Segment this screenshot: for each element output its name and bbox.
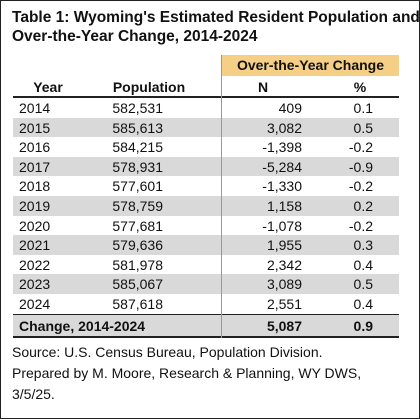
table-cell: 0.5 xyxy=(353,119,373,136)
table-cell: 2015 xyxy=(19,119,51,136)
table-cell: 577,601 xyxy=(112,178,163,195)
group-header: Over-the-Year Change xyxy=(236,57,385,73)
row-bg xyxy=(13,156,399,177)
table-cell: -0.2 xyxy=(348,139,373,156)
table-cell: 2023 xyxy=(19,276,51,293)
table-cell: 2017 xyxy=(19,158,51,175)
table-cell: 582,531 xyxy=(112,100,163,116)
table-cell: 0.4 xyxy=(353,256,373,273)
table-cell: 2016 xyxy=(19,139,51,156)
table-cell: 578,759 xyxy=(112,198,163,214)
table-cell: 0.3 xyxy=(353,237,373,254)
table-cell: -0.9 xyxy=(348,158,373,175)
table-cell: 2024 xyxy=(19,296,51,312)
table-cell: -1,078 xyxy=(262,217,302,234)
column-header: Year xyxy=(33,79,63,95)
table-cell: 2020 xyxy=(19,217,51,234)
group-header-bg xyxy=(222,55,399,76)
source-line: 3/5/25. xyxy=(12,385,55,402)
column-header: N xyxy=(257,79,269,95)
total-rule xyxy=(13,313,399,316)
column-header: % xyxy=(353,79,367,95)
column-divider-line xyxy=(221,55,222,338)
row-bg xyxy=(13,196,399,216)
table-cell: 581,978 xyxy=(112,256,163,273)
total-rule xyxy=(13,336,399,338)
table-cell: 2019 xyxy=(19,198,51,214)
table-cell: -0.2 xyxy=(348,178,373,195)
total-cell: Change, 2014-2024 xyxy=(19,317,146,334)
title-line: Table 1: Wyoming's Estimated Resident Po… xyxy=(12,9,420,26)
table-cell: 2014 xyxy=(19,100,51,116)
table-cell: -1,398 xyxy=(262,139,302,156)
table-cell: 585,613 xyxy=(112,119,163,136)
row-bg xyxy=(13,235,399,255)
column-header: Population xyxy=(112,79,186,95)
table-cell: 409 xyxy=(278,100,302,116)
table-cell: 0.4 xyxy=(353,296,373,312)
table-cell: -0.2 xyxy=(348,217,373,234)
table-cell: 0.1 xyxy=(353,100,373,116)
table-cell: 1,158 xyxy=(266,198,302,214)
table-cell: 3,089 xyxy=(266,276,302,293)
table-cell: 2021 xyxy=(19,237,51,254)
table-cell: -5,284 xyxy=(262,158,302,175)
row-bg xyxy=(13,117,399,138)
total-cell: 0.9 xyxy=(353,317,373,334)
row-bg xyxy=(13,274,399,294)
source-line: Prepared by M. Moore, Research & Plannin… xyxy=(12,364,362,381)
table-cell: -1,330 xyxy=(262,178,302,195)
title-line: Over-the-Year Change, 2014-2024 xyxy=(12,28,258,45)
table-cell: 577,681 xyxy=(112,217,163,234)
table-cell: 587,618 xyxy=(112,296,163,312)
table-cell: 2,551 xyxy=(266,296,302,312)
table-cell: 585,067 xyxy=(112,276,163,293)
table-cell: 578,931 xyxy=(112,158,163,175)
total-bg xyxy=(13,315,399,337)
table-cell: 0.5 xyxy=(353,276,373,293)
header-rule xyxy=(13,96,399,98)
table-cell: 2022 xyxy=(19,256,51,273)
total-cell: 5,087 xyxy=(266,317,302,334)
table-cell: 579,636 xyxy=(112,237,163,254)
table-cell: 0.2 xyxy=(353,198,373,214)
table-cell: 1,955 xyxy=(266,237,302,254)
table-cell: 2018 xyxy=(19,178,51,195)
source-line: Source: U.S. Census Bureau, Population D… xyxy=(12,343,323,360)
table-cell: 584,215 xyxy=(112,139,163,156)
table-cell: 2,342 xyxy=(266,256,302,273)
table-cell: 3,082 xyxy=(266,119,302,136)
